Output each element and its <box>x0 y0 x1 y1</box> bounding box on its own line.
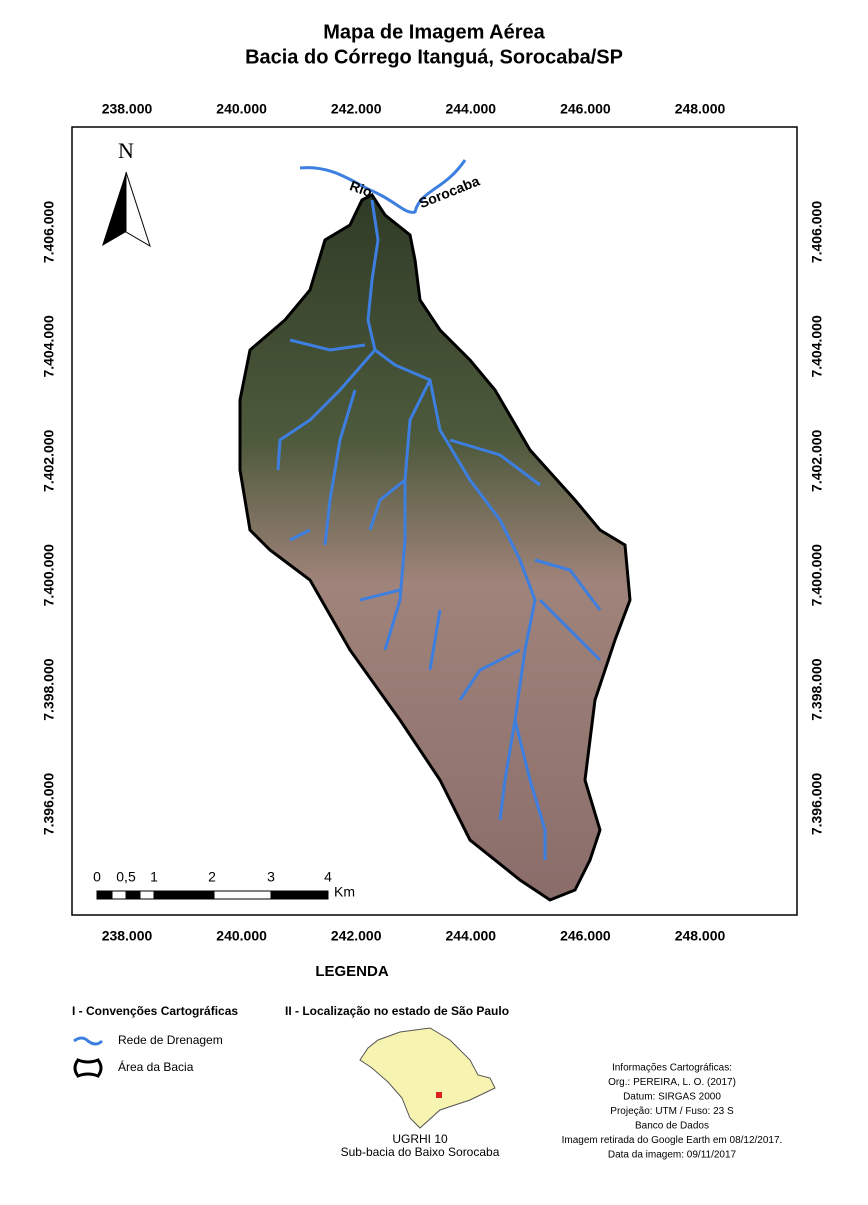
y-coord-label: 7.404.000 <box>809 315 825 377</box>
info-line: Data da imagem: 09/11/2017 <box>608 1150 737 1161</box>
x-coord-label: 242.000 <box>331 928 382 944</box>
y-coord-label: 7.402.000 <box>41 429 57 491</box>
north-arrow <box>125 171 151 248</box>
scale-label: 2 <box>208 869 216 885</box>
scale-label: 3 <box>267 869 275 885</box>
x-coord-label: 242.000 <box>331 101 382 117</box>
x-coord-label: 238.000 <box>102 928 153 944</box>
scale-label: 1 <box>150 869 158 885</box>
y-coord-label: 7.406.000 <box>809 201 825 263</box>
x-coord-label: 238.000 <box>102 101 153 117</box>
x-coord-label: 244.000 <box>445 928 496 944</box>
legend-swatch <box>73 1036 104 1046</box>
scale-label: 0 <box>93 869 101 885</box>
title: Mapa de Imagem Aérea <box>323 21 545 43</box>
basin <box>238 193 632 902</box>
north-label: N <box>118 138 134 163</box>
scale-unit: Km <box>334 884 355 900</box>
legend-item: Área da Bacia <box>118 1059 194 1074</box>
y-coord-label: 7.404.000 <box>41 315 57 377</box>
info-line: Org.: PEREIRA, L. O. (2017) <box>608 1077 736 1088</box>
info-line: Datum: SIRGAS 2000 <box>623 1092 721 1103</box>
x-coord-label: 248.000 <box>675 928 726 944</box>
legend-item: Rede de Drenagem <box>118 1033 223 1047</box>
drainage <box>276 159 602 860</box>
info-line: Informações Cartográficas: <box>612 1063 732 1074</box>
legend-section: I - Convenções Cartográficas <box>72 1004 238 1018</box>
x-coord-label: 240.000 <box>216 101 267 117</box>
x-coord-label: 246.000 <box>560 101 611 117</box>
scale-label: 4 <box>324 869 332 885</box>
state-map <box>359 1027 496 1129</box>
state-caption: UGRHI 10 <box>392 1132 448 1146</box>
info-line: Banco de Dados <box>635 1121 709 1132</box>
info-line: Imagem retirada do Google Earth em 08/12… <box>562 1135 783 1146</box>
x-coord-label: 248.000 <box>675 101 726 117</box>
y-coord-label: 7.400.000 <box>41 544 57 606</box>
x-coord-label: 244.000 <box>445 101 496 117</box>
y-coord-label: 7.396.000 <box>41 773 57 835</box>
x-coord-label: 246.000 <box>560 928 611 944</box>
legend-section: II - Localização no estado de São Paulo <box>285 1004 509 1018</box>
info-line: Projeção: UTM / Fuso: 23 S <box>610 1106 734 1117</box>
title: Bacia do Córrego Itanguá, Sorocaba/SP <box>245 46 623 68</box>
y-coord-label: 7.398.000 <box>41 658 57 720</box>
north-arrow <box>102 172 126 246</box>
y-coord-label: 7.406.000 <box>41 201 57 263</box>
scale-bar <box>96 890 329 900</box>
state-caption: Sub-bacia do Baixo Sorocaba <box>341 1145 500 1159</box>
y-coord-label: 7.402.000 <box>809 429 825 491</box>
legend-title: LEGENDA <box>315 963 389 980</box>
scale-label: 0,5 <box>116 869 136 885</box>
y-coord-label: 7.396.000 <box>809 773 825 835</box>
y-coord-label: 7.398.000 <box>809 658 825 720</box>
legend-swatch <box>73 1058 103 1078</box>
y-coord-label: 7.400.000 <box>809 544 825 606</box>
basin-location <box>436 1092 442 1098</box>
x-coord-label: 240.000 <box>216 928 267 944</box>
river-label: Rio <box>348 177 375 200</box>
